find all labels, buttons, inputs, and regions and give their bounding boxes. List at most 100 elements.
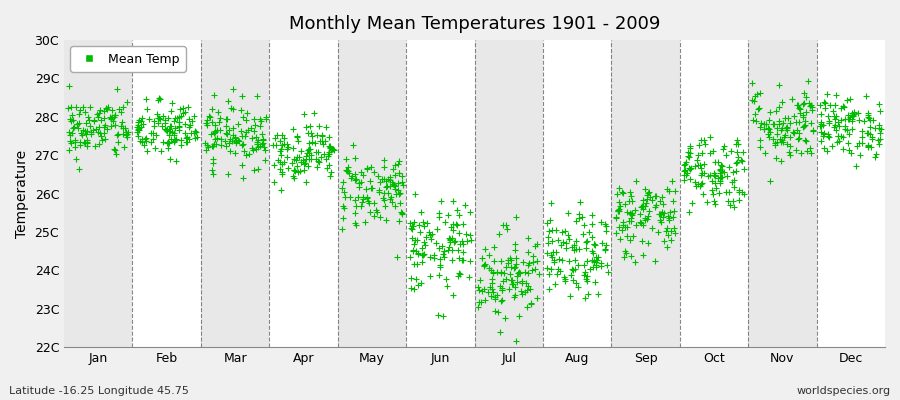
Point (406, 223, 420, 230)
Point (315, 138, 329, 144)
Point (798, 118, 813, 124)
Point (594, 260, 608, 266)
Point (666, 198, 680, 204)
Point (266, 162, 281, 168)
Point (624, 193, 638, 199)
Point (359, 186, 374, 192)
Point (791, 102, 806, 109)
Point (354, 202, 368, 209)
Point (585, 221, 599, 228)
Point (868, 124, 882, 131)
Point (182, 136, 196, 142)
Point (696, 190, 710, 197)
Point (75, 132, 89, 138)
Point (833, 117, 848, 123)
Point (392, 190, 407, 196)
Point (816, 122, 831, 128)
Point (499, 276, 513, 282)
Point (256, 136, 270, 142)
Point (714, 168, 728, 174)
Point (310, 149, 325, 156)
Point (327, 146, 341, 153)
Point (220, 116, 234, 122)
Point (372, 189, 386, 195)
Point (611, 206, 625, 213)
Point (660, 244, 674, 250)
Point (206, 156, 220, 162)
Point (713, 167, 727, 174)
Point (78, 128, 93, 134)
Point (846, 109, 860, 116)
Point (575, 214, 590, 220)
Point (779, 124, 794, 131)
Point (93, 130, 107, 136)
Point (524, 300, 538, 307)
Point (514, 287, 528, 294)
Point (682, 142, 697, 149)
Point (354, 169, 368, 175)
Point (394, 179, 409, 185)
Point (417, 251, 431, 257)
Point (317, 151, 331, 157)
Point (637, 186, 652, 192)
Point (447, 238, 462, 244)
Point (347, 210, 362, 216)
Point (219, 143, 233, 150)
Point (840, 127, 854, 134)
Point (806, 127, 820, 133)
Point (508, 241, 522, 247)
Point (383, 196, 398, 202)
Point (258, 147, 273, 153)
Point (783, 142, 797, 149)
Point (871, 137, 886, 144)
Point (641, 240, 655, 246)
Point (351, 194, 365, 200)
Point (713, 166, 727, 172)
Point (391, 161, 405, 168)
Point (629, 222, 643, 228)
Point (274, 152, 288, 158)
Point (471, 283, 485, 290)
Point (759, 121, 773, 128)
Point (179, 139, 194, 146)
Point (492, 283, 507, 290)
Point (356, 171, 371, 178)
Point (676, 176, 690, 183)
Point (598, 246, 612, 252)
Point (94, 137, 109, 144)
Point (579, 238, 593, 245)
Point (452, 255, 466, 261)
Point (240, 127, 255, 134)
Point (109, 151, 123, 157)
Point (828, 102, 842, 108)
Point (435, 243, 449, 249)
Point (356, 196, 370, 202)
Point (101, 104, 115, 110)
Point (595, 240, 609, 246)
Point (226, 132, 240, 138)
Point (64, 118, 78, 124)
Point (472, 304, 486, 310)
Point (864, 144, 878, 150)
Point (662, 232, 676, 239)
Point (452, 270, 466, 276)
Point (392, 170, 407, 176)
Point (693, 183, 707, 189)
Point (68, 144, 82, 150)
Point (796, 101, 810, 107)
Point (598, 221, 612, 228)
Point (845, 126, 859, 132)
Point (729, 159, 743, 166)
Point (790, 127, 805, 133)
Point (168, 137, 183, 143)
Point (222, 148, 237, 154)
Point (60, 105, 75, 112)
Point (425, 231, 439, 238)
Point (558, 276, 572, 282)
Point (822, 120, 836, 127)
Point (713, 178, 727, 184)
Point (209, 140, 223, 147)
Point (382, 190, 396, 196)
Point (280, 145, 294, 152)
Point (250, 138, 265, 145)
